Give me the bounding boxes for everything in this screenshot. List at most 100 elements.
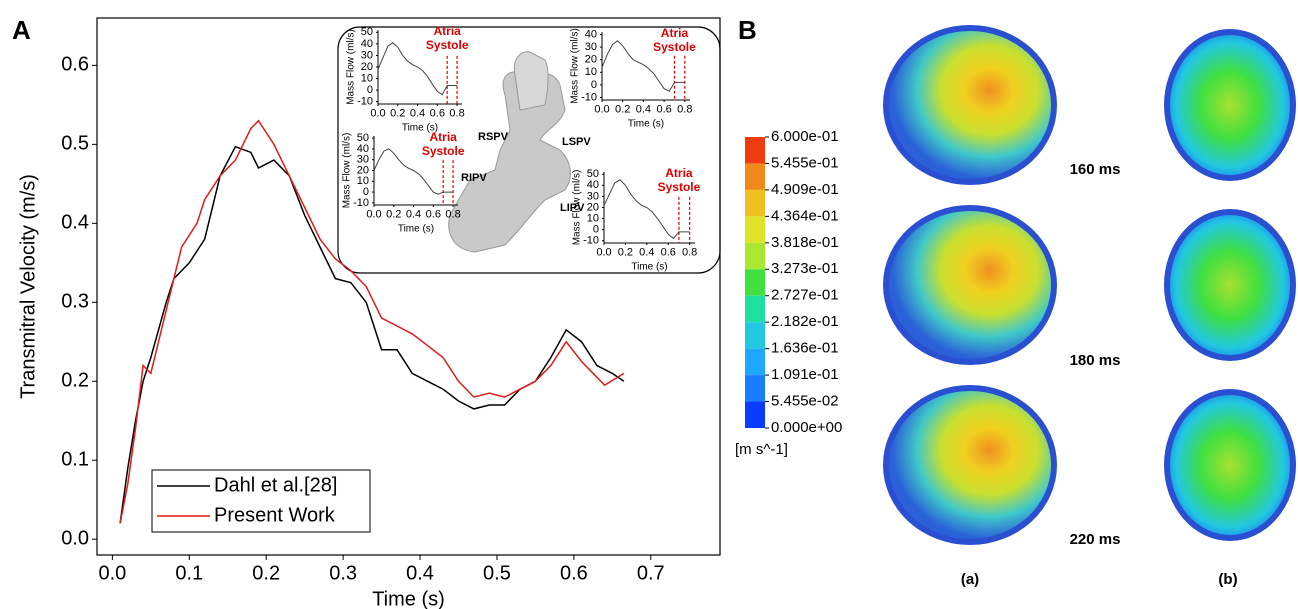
legend-label: Present Work <box>214 504 336 526</box>
time-label: 160 ms <box>1070 161 1121 178</box>
x-tick-label: 0.0 <box>98 562 126 584</box>
contour-field <box>1170 215 1290 355</box>
colorbar-label: 3.273e-01 <box>771 260 839 277</box>
colorbar-label: 6.000e-01 <box>771 128 839 145</box>
x-tick-label: 0.8 <box>445 209 460 221</box>
x-tick-label: 0.4 <box>639 247 654 259</box>
x-tick-label: 0.4 <box>410 108 425 120</box>
x-tick-label: 0.1 <box>175 562 203 584</box>
y-tick-label: 10 <box>361 72 373 84</box>
x-tick-label: 0.2 <box>615 104 630 116</box>
x-tick-label: 0.6 <box>560 562 588 584</box>
x-tick-label: 0.2 <box>386 209 401 221</box>
annotation: Systole <box>422 144 465 158</box>
y-tick-label: 10 <box>357 175 369 187</box>
x-tick-label: 0.6 <box>656 104 671 116</box>
y-axis-label: Mass Flow (ml/s) <box>572 170 583 246</box>
y-tick-label: 10 <box>585 66 597 78</box>
annotation: Systole <box>653 40 696 54</box>
y-tick-label: 0.3 <box>61 291 89 313</box>
series-line <box>601 40 685 92</box>
y-tick-label: -10 <box>353 197 369 209</box>
colorbar-label: 1.091e-01 <box>771 366 839 383</box>
x-tick-label: 0.0 <box>596 247 611 259</box>
y-tick-label: 40 <box>587 179 599 191</box>
y-tick-label: 30 <box>357 154 369 166</box>
x-tick-label: 0.8 <box>682 247 697 259</box>
y-tick-label: 40 <box>357 143 369 155</box>
x-tick-label: 0.8 <box>449 108 464 120</box>
colorbar-label: 4.364e-01 <box>771 207 839 224</box>
colorbar-band <box>745 163 765 190</box>
x-tick-label: 0.6 <box>661 247 676 259</box>
y-tick-label: 0 <box>363 186 369 198</box>
y-tick-label: 20 <box>587 201 599 213</box>
plot-frame <box>96 17 721 556</box>
colorbar-label: 1.636e-01 <box>771 340 839 357</box>
plots: 0.0 0.1 0.2 0.3 0.4 0.5 0.6 0.7 0.0 0.1 0.2 0.3 0.4 0… <box>17 17 1238 609</box>
legend-label: Dahl et al.[28] <box>214 474 337 496</box>
time-label: 220 ms <box>1070 531 1121 548</box>
colorbar-label: 2.727e-01 <box>771 287 839 304</box>
x-axis-label: Time (s) <box>398 224 434 235</box>
y-axis-label: Transmitral Velocity (m/s) <box>17 174 39 399</box>
x-axis-label: Time (s) <box>631 262 667 273</box>
x-axis-label: Time (s) <box>628 119 664 130</box>
x-tick-label: 0.2 <box>618 247 633 259</box>
contour-field <box>889 31 1051 179</box>
anatomy-label: LIPV <box>560 202 585 214</box>
colorbar-label: 0.000e+00 <box>771 419 842 436</box>
colorbar-label: 5.455e-01 <box>771 154 839 171</box>
y-tick-label: 0 <box>367 84 373 96</box>
x-tick-label: 0.5 <box>483 562 511 584</box>
colorbar-label: 2.182e-01 <box>771 313 839 330</box>
y-tick-label: 0 <box>593 224 599 236</box>
contour-field <box>1170 35 1290 175</box>
x-tick-label: 0.7 <box>637 562 665 584</box>
series-line <box>377 42 458 96</box>
x-tick-label: 0.4 <box>406 562 434 584</box>
x-tick-label: 0.3 <box>329 562 357 584</box>
anatomy-label: LSPV <box>562 136 591 148</box>
colorbar-band <box>745 348 765 376</box>
y-tick-label: 40 <box>585 28 597 40</box>
contour-images <box>883 25 1296 545</box>
colorbar-band <box>745 322 765 349</box>
y-tick-label: 0.1 <box>61 449 89 471</box>
colorbar-band <box>745 189 765 217</box>
x-tick-label: 0.4 <box>406 209 421 221</box>
colorbar-band <box>745 401 765 428</box>
contour-field <box>889 391 1051 539</box>
x-tick-label: 0.0 <box>594 104 609 116</box>
y-tick-label: 30 <box>361 49 373 61</box>
y-tick-label: 0.2 <box>61 370 89 392</box>
x-tick-label: 0.0 <box>366 209 381 221</box>
legend-box <box>151 469 371 533</box>
contour-field <box>889 211 1051 359</box>
y-tick-label: 0.0 <box>61 527 89 549</box>
y-tick-label: -10 <box>357 96 373 108</box>
x-tick-label: 0.0 <box>370 108 385 120</box>
colorbar-label: 3.818e-01 <box>771 234 839 251</box>
y-tick-label: 20 <box>585 54 597 66</box>
y-axis-label: Mass Flow (ml/s) <box>342 133 353 209</box>
y-tick-label: 30 <box>587 190 599 202</box>
y-tick-label: -10 <box>583 235 599 247</box>
colorbar-band <box>745 137 765 164</box>
annotation: Systole <box>426 38 469 52</box>
colorbar-label: 5.455e-02 <box>771 393 839 410</box>
colorbar-band <box>745 375 765 402</box>
annotation: Atria <box>430 130 458 144</box>
colorbar-unit: [m s^-1] <box>735 441 788 458</box>
anatomy-label: RIPV <box>461 172 487 184</box>
series-line <box>373 148 454 195</box>
series-line <box>603 179 690 240</box>
y-tick-label: -10 <box>581 91 597 103</box>
y-tick-label: 0.6 <box>61 54 89 76</box>
y-axis-label: Mass Flow (ml/s) <box>346 29 357 105</box>
y-tick-label: 0 <box>591 79 597 91</box>
column-label: (a) <box>961 571 979 588</box>
heart-model <box>513 51 549 111</box>
annotation: Atria <box>434 24 462 38</box>
